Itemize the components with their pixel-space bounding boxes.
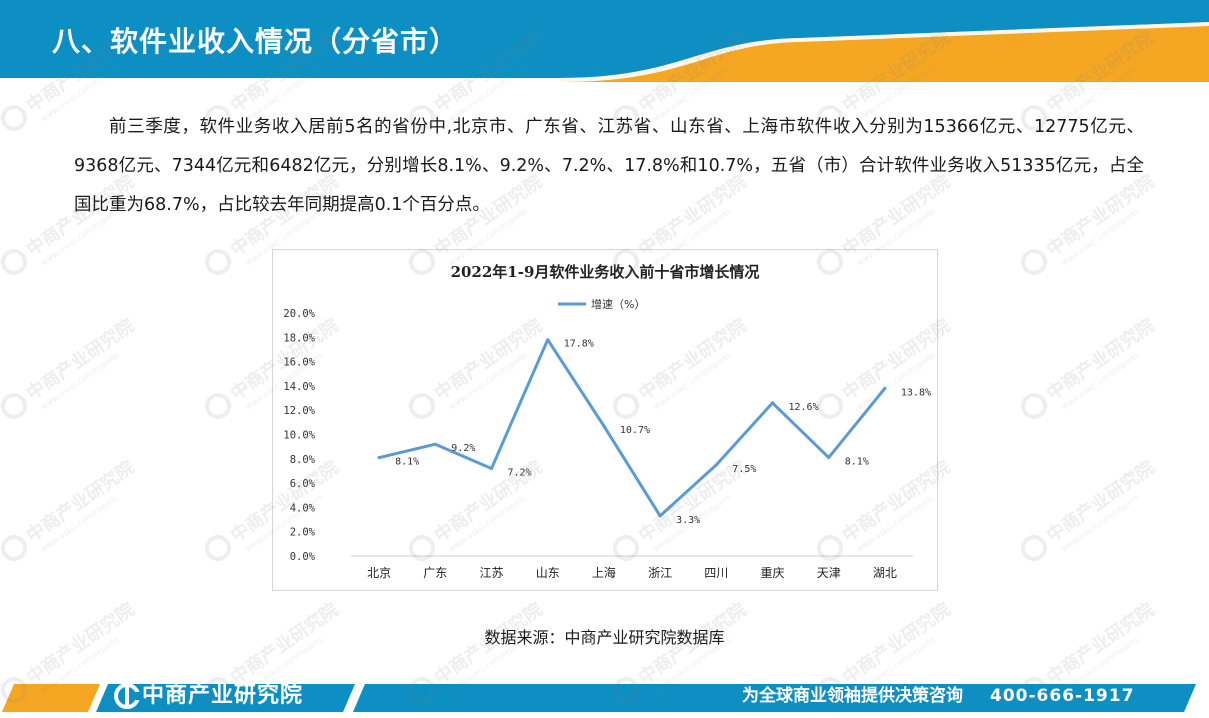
watermark-subtext: www.askci.com/reports <box>1059 351 1140 412</box>
footer-phone: 400-666-1917 <box>990 686 1135 706</box>
page-title: 八、软件业收入情况（分省市） <box>52 25 459 58</box>
y-tick-label: 8.0% <box>290 454 316 466</box>
data-label: 12.6% <box>789 402 819 413</box>
data-point <box>377 456 381 460</box>
x-tick-label: 四川 <box>704 566 728 580</box>
x-tick-label: 浙江 <box>648 566 672 580</box>
line-chart: 2022年1-9月软件业务收入前十省市增长情况增速（%） 0.0% 2.0% 4.0%… <box>272 249 938 591</box>
data-point <box>490 467 493 471</box>
watermark-text: 中商产业研究院 <box>22 456 138 546</box>
chart-title: 2022年1-9月软件业务收入前十省市增长情况 <box>451 263 760 281</box>
series-line <box>377 338 887 518</box>
watermark-logo-icon <box>1 535 27 561</box>
data-point <box>714 463 718 467</box>
watermark-subtext: www.askci.com/reports <box>39 351 120 412</box>
data-label: 8.1% <box>395 457 419 468</box>
y-tick-label: 6.0% <box>290 478 316 490</box>
logo-icon <box>114 683 140 709</box>
data-label: 7.5% <box>732 464 756 475</box>
watermark-logo-icon <box>1021 249 1047 275</box>
y-tick-label: 18.0% <box>283 332 315 344</box>
y-tick-label: 20.0% <box>283 308 315 320</box>
data-label: 7.2% <box>508 468 532 479</box>
y-tick-label: 14.0% <box>283 381 315 393</box>
data-point <box>602 424 606 428</box>
footer-slogan: 为全球商业领袖提供决策咨询 <box>742 686 963 706</box>
watermark-logo-icon <box>1 105 27 131</box>
x-tick-label: 上海 <box>592 565 616 580</box>
watermark-subtext: www.askci.com/reports <box>1059 493 1140 554</box>
data-point <box>658 514 662 518</box>
data-label: 17.8% <box>564 339 594 350</box>
watermark-logo-icon <box>205 535 231 561</box>
data-label: 8.1% <box>845 457 869 468</box>
watermark-logo-icon <box>205 249 231 275</box>
x-tick-label: 重庆 <box>760 566 784 580</box>
data-label: 9.2% <box>451 443 475 454</box>
legend-label: 增速（%） <box>591 297 645 311</box>
y-tick-label: 0.0% <box>290 551 316 563</box>
data-point <box>433 442 437 446</box>
x-tick-label: 北京 <box>367 566 391 580</box>
watermark-logo-icon <box>205 393 231 419</box>
data-point <box>827 456 831 460</box>
x-tick-label: 广东 <box>423 566 447 580</box>
y-tick-label: 12.0% <box>283 405 315 417</box>
data-label: 13.8% <box>901 387 931 398</box>
data-point <box>546 338 550 342</box>
watermark-text: 中商产业研究院 <box>1042 314 1158 404</box>
watermark-logo-icon <box>1021 393 1047 419</box>
summary-paragraph: 前三季度，软件业务收入居前5名的省份中,北京市、广东省、江苏省、山东省、上海市软… <box>74 117 1144 215</box>
watermark-text: 中商产业研究院 <box>1042 456 1158 546</box>
header-bar <box>0 0 1209 82</box>
footer-bar <box>0 678 1209 718</box>
x-tick-label: 湖北 <box>873 565 897 580</box>
x-tick-label: 江苏 <box>479 566 503 580</box>
watermark-text: 中商产业研究院 <box>22 314 138 404</box>
data-source: 数据来源：中商产业研究院数据库 <box>484 628 725 647</box>
x-tick-label: 山东 <box>536 566 560 580</box>
y-tick-label: 2.0% <box>290 527 316 539</box>
footer-logo-text: 中商产业研究院 <box>142 683 304 708</box>
data-point <box>771 401 774 405</box>
watermark-subtext: www.askci.com/reports <box>39 493 120 554</box>
y-tick-label: 10.0% <box>283 430 315 442</box>
y-tick-label: 4.0% <box>290 502 316 514</box>
watermark-logo-icon <box>1 393 27 419</box>
watermark-logo-icon <box>1 249 27 275</box>
data-point <box>883 386 887 390</box>
data-label: 3.3% <box>676 515 700 526</box>
y-tick-label: 16.0% <box>283 357 315 369</box>
data-label: 10.7% <box>620 425 650 436</box>
x-tick-label: 天津 <box>817 566 841 580</box>
watermark-logo-icon <box>1021 535 1047 561</box>
